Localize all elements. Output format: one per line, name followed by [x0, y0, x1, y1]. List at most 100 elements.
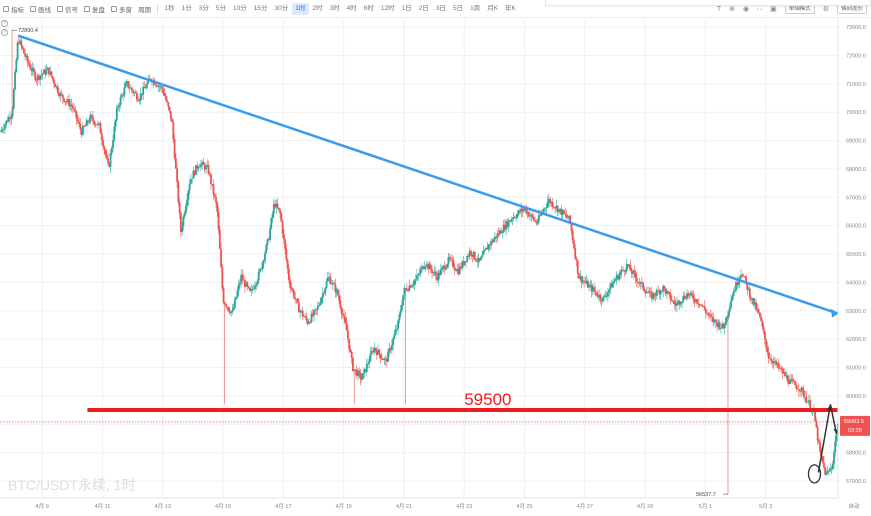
candle: [124, 80, 127, 89]
signals-button[interactable]: 信号: [54, 2, 81, 16]
candle: [389, 346, 392, 354]
candle: [210, 172, 212, 190]
candle-body: [780, 368, 783, 369]
help-icon[interactable]: ?: [1, 29, 8, 36]
candle: [375, 347, 378, 360]
candle: [775, 358, 778, 368]
candle-body: [320, 297, 323, 304]
candle: [241, 269, 244, 285]
candle: [676, 296, 678, 312]
settings-icon[interactable]: ⚙: [822, 6, 829, 13]
candle-body: [123, 87, 126, 96]
timeframe-13[interactable]: 1日: [401, 4, 412, 12]
text-icon[interactable]: T: [716, 5, 722, 13]
candle-body: [633, 270, 636, 273]
indicators-button[interactable]: 指标: [0, 2, 27, 16]
timeframe-2[interactable]: 3分: [198, 4, 209, 12]
maximize-icon[interactable]: ▣: [770, 6, 777, 13]
candle-body: [274, 204, 276, 208]
timeframe-5[interactable]: 15分: [253, 4, 268, 12]
candle-body: [64, 101, 67, 103]
candle-body: [758, 312, 761, 317]
cycle-button[interactable]: 周期: [138, 6, 151, 14]
draw-button[interactable]: 画线: [27, 2, 54, 16]
candle: [228, 306, 231, 316]
candle-body: [823, 462, 825, 467]
candle-body: [161, 86, 163, 90]
candle-body: [364, 369, 367, 373]
candle: [105, 148, 108, 161]
candle: [331, 279, 334, 291]
candle: [127, 80, 130, 90]
timeframe-15[interactable]: 3日: [435, 4, 446, 12]
timeframe-7[interactable]: 1时: [291, 2, 309, 15]
candle: [698, 303, 701, 309]
timeframe-18[interactable]: 月K: [487, 4, 499, 12]
candle: [492, 237, 495, 243]
timeframe-4[interactable]: 10分: [233, 4, 247, 12]
candle: [490, 237, 492, 251]
y-tick-label: 71000.0: [846, 82, 866, 88]
candle-body: [236, 291, 239, 298]
candle-body: [286, 259, 289, 269]
multi-window-button[interactable]: 多窗: [108, 2, 135, 16]
timeframe-16[interactable]: 5日: [452, 4, 464, 12]
timeframe-17[interactable]: 1周: [470, 4, 481, 12]
candle: [45, 64, 48, 76]
candle: [325, 278, 328, 289]
price-chart[interactable]: BTC/USDT永续, 1时 59500 72890.4 56537.7 57000.0…: [0, 18, 871, 516]
info-icon[interactable]: ?: [1, 20, 8, 27]
candle-body: [201, 161, 204, 165]
candle-body: [14, 71, 16, 90]
camera-icon[interactable]: ◉: [743, 6, 750, 13]
replay-button[interactable]: 复盘: [81, 2, 108, 16]
candle: [282, 229, 285, 244]
candle: [146, 81, 148, 90]
timeframe-12[interactable]: 12时: [380, 4, 395, 12]
timeframe-10[interactable]: 4时: [346, 4, 357, 12]
timeframe-6[interactable]: 30分: [274, 4, 289, 12]
timeframe-9[interactable]: 3时: [329, 4, 340, 12]
candle: [265, 243, 268, 255]
candle-body: [785, 375, 788, 377]
candle: [65, 98, 68, 105]
timeframe-11[interactable]: 6时: [363, 4, 374, 12]
candle: [316, 301, 319, 316]
candle: [355, 365, 358, 378]
candle-body: [20, 40, 23, 46]
candle-body: [200, 164, 202, 167]
candle: [221, 264, 224, 291]
candle-body: [157, 85, 160, 87]
timeframe-3[interactable]: 5分: [215, 4, 226, 12]
timeframe-8[interactable]: 2时: [312, 4, 323, 12]
candle-body: [58, 92, 60, 97]
crosshair-icon[interactable]: ⊕: [729, 6, 736, 13]
candle: [771, 359, 774, 368]
candle-body: [336, 289, 339, 296]
timeframe-14[interactable]: 2日: [418, 4, 429, 12]
candle-body: [216, 202, 219, 212]
candle: [163, 87, 166, 97]
candle: [757, 307, 760, 314]
candle-body: [275, 203, 278, 208]
candle-body: [659, 290, 662, 295]
fullscreen-icon[interactable]: ⛶: [757, 5, 763, 12]
candle: [40, 69, 43, 80]
candle-body: [771, 361, 774, 364]
candle-body: [551, 202, 554, 207]
candle: [706, 309, 709, 317]
candle-body: [830, 468, 833, 470]
x-tick-label: 4月 11: [95, 503, 111, 510]
candle: [746, 282, 749, 296]
candle-body: [387, 351, 390, 362]
timeframe-0[interactable]: 1秒: [164, 4, 175, 12]
timeframe-19[interactable]: 年K: [505, 4, 516, 12]
candle-body: [664, 288, 667, 294]
timeframe-1[interactable]: 1分: [181, 4, 192, 12]
candle-body: [546, 202, 549, 208]
candle-body: [208, 173, 211, 175]
candle-body: [821, 456, 824, 463]
grid: [0, 20, 838, 498]
candle-body: [92, 116, 94, 121]
candle-body: [36, 75, 39, 81]
